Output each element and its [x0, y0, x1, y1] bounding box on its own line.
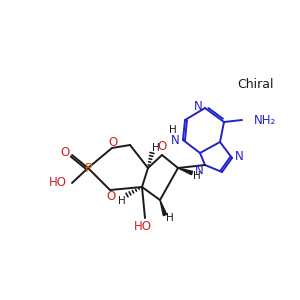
Text: H: H: [193, 171, 201, 181]
Text: N: N: [235, 151, 243, 164]
Text: O: O: [108, 136, 118, 148]
Polygon shape: [178, 168, 193, 175]
Text: O: O: [158, 140, 166, 154]
Text: HO: HO: [49, 176, 67, 190]
Text: Chiral: Chiral: [237, 79, 274, 92]
Text: H: H: [166, 213, 174, 223]
Text: P: P: [84, 161, 92, 175]
Polygon shape: [160, 200, 167, 216]
Text: NH₂: NH₂: [254, 113, 276, 127]
Text: H: H: [152, 143, 160, 153]
Text: H: H: [118, 196, 126, 206]
Text: N: N: [195, 164, 203, 176]
Text: O: O: [106, 190, 116, 202]
Text: HO: HO: [134, 220, 152, 232]
Text: O: O: [60, 146, 70, 160]
Text: N: N: [171, 134, 179, 146]
Text: H: H: [169, 125, 177, 135]
Text: N: N: [194, 100, 202, 112]
